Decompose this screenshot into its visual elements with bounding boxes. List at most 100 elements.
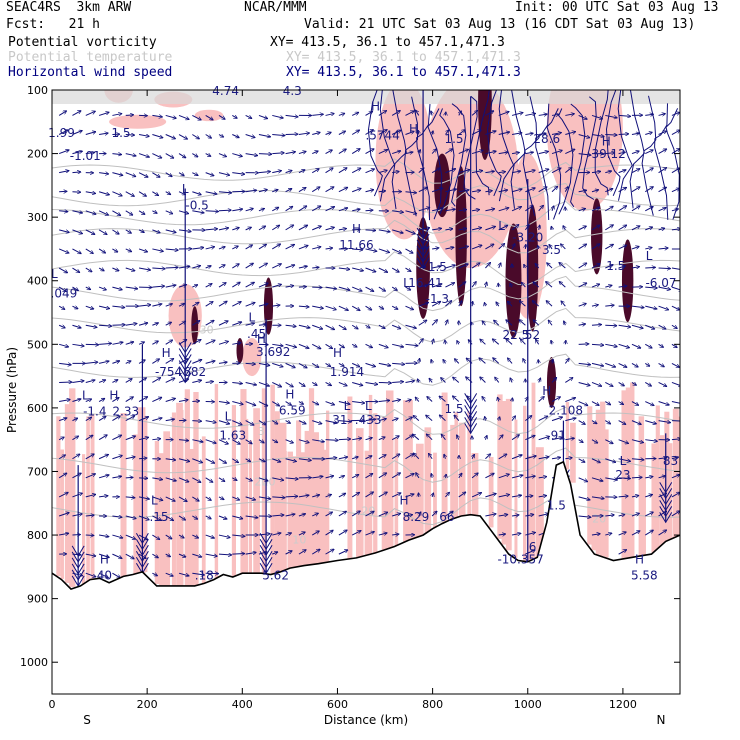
wind-vector bbox=[205, 302, 213, 307]
pv-shade-column bbox=[133, 434, 139, 575]
wind-vector bbox=[618, 325, 631, 327]
wind-vector bbox=[178, 266, 190, 268]
wind-vector bbox=[564, 321, 566, 326]
pv-shade-column bbox=[141, 415, 148, 573]
north-label: N bbox=[657, 713, 666, 727]
wind-vector bbox=[245, 401, 256, 406]
wind-vector bbox=[125, 416, 135, 422]
wind-vector bbox=[98, 361, 109, 364]
wind-vector bbox=[645, 477, 653, 478]
wind-vector bbox=[605, 114, 617, 117]
wind-vector bbox=[618, 532, 627, 536]
wind-vector bbox=[671, 511, 680, 517]
wind-vector bbox=[511, 475, 523, 479]
wind-vector bbox=[472, 210, 480, 211]
wind-vector bbox=[138, 210, 145, 215]
wind-vector bbox=[658, 530, 667, 536]
wind-vector bbox=[525, 514, 533, 516]
extremum-label: 1.5 bbox=[547, 499, 566, 513]
wind-streak bbox=[582, 96, 597, 200]
extremum-label: -.433 bbox=[350, 413, 381, 427]
wind-vector bbox=[72, 286, 78, 291]
wind-vector bbox=[325, 401, 335, 405]
wind-vector bbox=[631, 151, 639, 154]
wind-vector bbox=[165, 459, 176, 460]
wind-vector bbox=[429, 378, 432, 383]
pv-shade-column bbox=[193, 392, 199, 586]
wind-vector bbox=[192, 477, 201, 483]
wind-vector bbox=[272, 284, 281, 288]
extremum-label: 2.33 bbox=[112, 405, 139, 419]
wind-vector bbox=[192, 339, 201, 345]
wind-vector bbox=[338, 493, 346, 498]
wind-vector bbox=[325, 549, 335, 555]
wind-vector bbox=[392, 229, 403, 233]
pv-shade-column bbox=[296, 420, 302, 568]
wind-vector bbox=[85, 417, 92, 422]
wind-vector bbox=[453, 377, 460, 383]
wind-vector bbox=[139, 305, 151, 306]
extremum-label: 4.74 bbox=[212, 84, 239, 98]
wind-vector bbox=[365, 456, 373, 460]
wind-vector bbox=[485, 209, 494, 211]
wind-vector bbox=[525, 188, 535, 193]
extremum-label: 6.59 bbox=[279, 403, 306, 417]
wind-vector bbox=[58, 325, 65, 328]
extremum-label: 3.692 bbox=[256, 345, 290, 359]
field-wind-xy: XY= 413.5, 36.1 to 457.1,471.3 bbox=[286, 65, 521, 80]
wind-vector bbox=[378, 306, 384, 309]
wind-vector bbox=[112, 191, 122, 196]
wind-vector bbox=[298, 133, 310, 135]
wind-arrowhead bbox=[464, 417, 478, 429]
wind-vector bbox=[232, 535, 245, 536]
extremum-label: 1.5 bbox=[606, 259, 625, 273]
wind-vector bbox=[165, 172, 172, 177]
wind-vector bbox=[218, 341, 229, 345]
wind-vector bbox=[631, 226, 640, 231]
wind-vector bbox=[152, 478, 162, 480]
wind-vector bbox=[338, 131, 346, 135]
wind-streak bbox=[403, 96, 419, 217]
extremum-label: -3.20 bbox=[512, 230, 543, 244]
wind-vector bbox=[165, 496, 176, 501]
pv-shade-column bbox=[668, 443, 673, 541]
wind-vector bbox=[298, 306, 309, 307]
wind-vector bbox=[218, 192, 232, 193]
wind-vector bbox=[245, 420, 254, 426]
wind-vector bbox=[325, 207, 335, 212]
wind-vector bbox=[426, 415, 433, 421]
wind-vector bbox=[391, 324, 401, 328]
wind-vector bbox=[510, 283, 512, 288]
wind-vector bbox=[471, 493, 482, 498]
wind-vector bbox=[245, 344, 253, 345]
wind-vector bbox=[152, 359, 159, 364]
wind-vector bbox=[59, 211, 68, 212]
pv-shade-column bbox=[523, 405, 527, 562]
wind-arrowhead bbox=[464, 393, 478, 405]
wind-vector bbox=[325, 168, 334, 174]
wind-vector bbox=[485, 226, 495, 231]
wind-vector bbox=[285, 514, 295, 516]
wind-vector bbox=[578, 303, 587, 307]
wind-vector bbox=[485, 171, 494, 172]
wind-vector bbox=[645, 132, 652, 134]
wind-vector bbox=[671, 381, 680, 386]
wind-vector bbox=[205, 458, 215, 464]
wind-vector bbox=[405, 381, 414, 383]
wind-vector bbox=[312, 305, 323, 308]
wind-vector bbox=[658, 382, 667, 386]
wind-arrowhead bbox=[659, 488, 673, 500]
wind-arrowhead bbox=[259, 532, 273, 545]
wind-vector bbox=[658, 208, 667, 212]
wind-vector bbox=[178, 191, 185, 195]
wind-vector bbox=[272, 420, 278, 424]
wind-vector bbox=[618, 550, 627, 555]
wind-vector bbox=[418, 302, 429, 307]
wind-vector bbox=[272, 153, 284, 154]
wind-vector bbox=[458, 190, 469, 192]
wind-vector bbox=[391, 418, 398, 420]
wind-vector bbox=[258, 244, 267, 250]
wind-vector bbox=[605, 343, 617, 346]
wind-vector bbox=[98, 305, 110, 308]
wind-vector bbox=[85, 435, 93, 441]
